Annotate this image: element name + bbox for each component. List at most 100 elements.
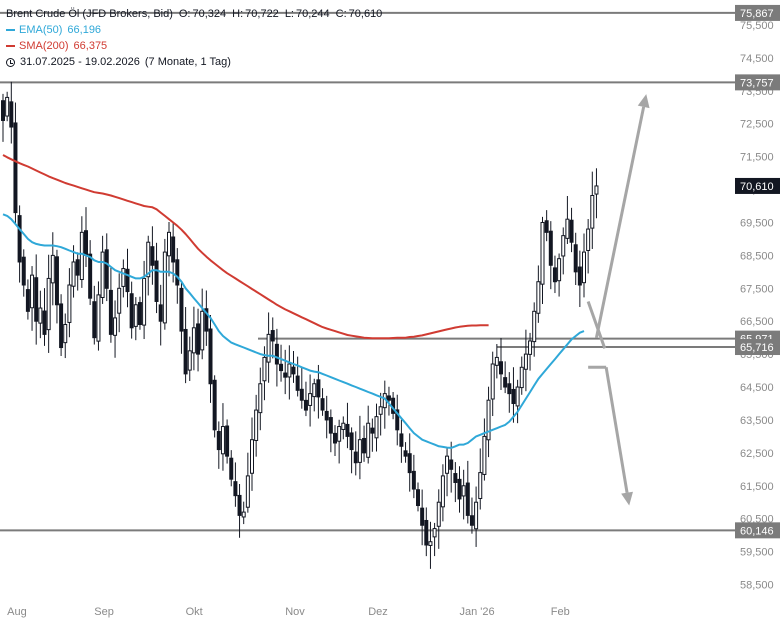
candlestick-series <box>1 81 599 569</box>
candle-body <box>34 277 39 322</box>
ohlc-low-value: 70,244 <box>296 8 330 20</box>
candle-body <box>536 281 541 314</box>
level-label-box <box>735 522 780 539</box>
candle-body <box>337 426 342 442</box>
candle-body <box>362 437 367 454</box>
candle-body <box>25 289 30 312</box>
candle-body <box>63 324 68 344</box>
candle-body <box>183 328 188 375</box>
candle-body <box>17 215 22 263</box>
sma-legend-row[interactable]: SMA(200) 66,375 <box>6 38 382 54</box>
price-axis: 58,50059,50060,50061,50062,50063,50064,5… <box>740 20 774 591</box>
candle-body <box>154 260 159 302</box>
candle-body <box>196 323 201 355</box>
candle-body <box>557 258 562 282</box>
candle-body <box>482 435 487 475</box>
candle-body <box>395 409 400 431</box>
y-tick-label: 67,500 <box>740 283 774 295</box>
date-range-note: (7 Monate, 1 Tag) <box>144 56 231 68</box>
candle-body <box>262 356 267 382</box>
candle-body <box>179 287 184 332</box>
candle-body <box>386 395 391 401</box>
level-label-text: 75,867 <box>740 8 774 20</box>
candle-body <box>137 302 142 326</box>
level-label-box <box>735 74 780 91</box>
time-axis: Aug Sep Okt Nov Dez Jan '26 Feb <box>7 606 570 618</box>
candle-body <box>245 475 250 508</box>
candle-body <box>374 416 379 439</box>
candle-body <box>233 481 238 497</box>
chart-legend: Brent Crude Öl (JFD Brokers, Bid) O: 70,… <box>6 6 382 70</box>
candle-body <box>594 185 599 195</box>
candle-body <box>208 328 213 385</box>
candle-body <box>420 507 425 526</box>
last-price-box <box>735 177 780 194</box>
candle-body <box>440 475 445 508</box>
candle-body <box>9 101 14 128</box>
candle-body <box>71 261 76 287</box>
y-tick-label: 64,500 <box>740 382 774 394</box>
candle-body <box>270 330 275 342</box>
candle-body <box>511 388 516 404</box>
candle-body <box>469 515 474 526</box>
candle-body <box>586 228 591 251</box>
candle-body <box>416 489 420 507</box>
candle-body <box>503 377 508 388</box>
candle-body <box>353 451 358 464</box>
ema-value: 66,196 <box>67 24 102 36</box>
candle-body <box>449 459 454 470</box>
candle-body <box>532 310 537 343</box>
candle-body <box>573 244 578 273</box>
candle-body <box>162 251 167 324</box>
y-tick-label: 61,500 <box>740 481 774 493</box>
x-tick-label: Aug <box>7 606 27 618</box>
x-tick-label: Feb <box>551 606 570 618</box>
candle-body <box>453 473 458 483</box>
ohlc-high-value: 70,722 <box>245 8 279 20</box>
candle-body <box>254 409 259 441</box>
candle-body <box>200 310 205 351</box>
range-row: 31.07.2025 - 19.02.2026 (7 Monate, 1 Tag… <box>6 54 382 70</box>
candle-body <box>561 235 566 257</box>
candle-body <box>312 383 317 398</box>
candle-body <box>577 266 582 286</box>
candle-body <box>528 340 533 355</box>
candle-body <box>237 494 242 516</box>
candle-body <box>100 251 105 299</box>
y-tick-label: 75,500 <box>740 20 774 32</box>
candle-body <box>411 470 416 490</box>
candle-body <box>13 122 18 214</box>
ema-legend-row[interactable]: EMA(50) 66,196 <box>6 22 382 38</box>
up-arrow-head <box>637 94 650 109</box>
candle-body <box>490 363 495 400</box>
candle-body <box>569 219 574 243</box>
candle-body <box>370 427 375 434</box>
candle-body <box>523 353 528 370</box>
candle-body <box>204 308 209 332</box>
candle-body <box>357 439 362 463</box>
candle-body <box>75 259 80 276</box>
ema-swatch <box>6 29 15 31</box>
ema-line <box>2 213 585 449</box>
candle-body <box>274 343 279 365</box>
candle-body <box>1 100 5 121</box>
down-arrow-line <box>604 367 629 493</box>
projection-arrows <box>586 94 650 506</box>
x-tick-label: Nov <box>285 606 305 618</box>
horizontal-levels <box>0 11 735 532</box>
candle-body <box>266 333 271 363</box>
candle-body <box>299 388 304 401</box>
candle-body <box>133 304 138 327</box>
x-tick-label: Okt <box>186 606 203 618</box>
ohlc-close-value: 70,610 <box>348 8 383 20</box>
candle-body <box>113 317 118 336</box>
level-label-text: 65,716 <box>740 342 774 354</box>
candle-body <box>399 433 404 447</box>
candle-body <box>486 399 491 441</box>
candle-body <box>494 356 499 366</box>
candle-body <box>117 287 122 314</box>
candle-body <box>345 423 350 437</box>
ohlc-close-key: C: <box>335 8 347 20</box>
candle-body <box>21 256 26 286</box>
